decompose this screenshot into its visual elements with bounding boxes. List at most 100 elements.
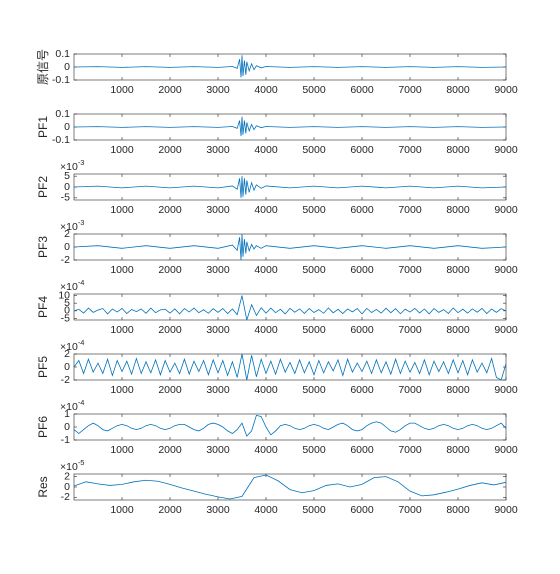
signal-line bbox=[73, 474, 507, 500]
x-tick-label: 9000 bbox=[494, 84, 518, 96]
y-tick-label: -0.1 bbox=[52, 134, 70, 146]
exponent-power: -4 bbox=[78, 398, 85, 407]
exponent-power: -3 bbox=[78, 158, 85, 167]
y-axis-label: PF3 bbox=[36, 236, 50, 258]
subplot: 1000 2000 3000 4000 5000 6000 7000 8000 9000 -202… bbox=[36, 218, 518, 276]
subplot: 1000 2000 3000 4000 5000 6000 7000 8000 9000 -202… bbox=[36, 338, 518, 396]
y-tick-label: -2 bbox=[61, 491, 70, 503]
x-tick-label: 5000 bbox=[302, 204, 326, 216]
y-tick-label: 10 bbox=[58, 289, 70, 301]
x-tick-label: 1000 bbox=[110, 84, 134, 96]
y-exponent-label: ×10-4 bbox=[60, 278, 84, 293]
y-exponent-label: ×10-3 bbox=[60, 158, 84, 173]
x-tick-label: 7000 bbox=[398, 444, 422, 456]
y-tick-label: -2 bbox=[61, 374, 70, 386]
x-tick-label: 7000 bbox=[398, 384, 422, 396]
y-tick-label: -0.1 bbox=[52, 74, 70, 86]
x-tick-label: 7000 bbox=[398, 204, 422, 216]
x-tick-label: 8000 bbox=[446, 384, 470, 396]
y-axis-label: PF6 bbox=[36, 416, 50, 438]
y-tick-label: -2 bbox=[61, 254, 70, 266]
signal-line bbox=[73, 295, 507, 321]
y-tick-label: 5 bbox=[64, 170, 70, 182]
x-tick-label: 6000 bbox=[350, 204, 374, 216]
x-tick-label: 1000 bbox=[110, 264, 134, 276]
x-tick-label: 7000 bbox=[398, 84, 422, 96]
subplot: 1000 2000 3000 4000 5000 6000 7000 8000 9000 -0.1… bbox=[36, 108, 518, 156]
x-tick-label: 9000 bbox=[494, 264, 518, 276]
y-axis-label: PF1 bbox=[36, 116, 50, 138]
y-tick-label: 0.1 bbox=[55, 48, 70, 60]
x-tick-label: 8000 bbox=[446, 84, 470, 96]
y-axis-label: PF4 bbox=[36, 296, 50, 318]
exponent-base: ×10 bbox=[60, 221, 78, 233]
x-tick-label: 9000 bbox=[494, 144, 518, 156]
x-tick-label: 8000 bbox=[446, 204, 470, 216]
y-tick-label: 0 bbox=[64, 181, 70, 193]
x-tick-label: 6000 bbox=[350, 324, 374, 336]
x-tick-label: 2000 bbox=[158, 384, 182, 396]
x-tick-label: 2000 bbox=[158, 504, 182, 516]
x-tick-label: 2000 bbox=[158, 84, 182, 96]
signal-line bbox=[73, 353, 507, 381]
x-tick-label: 6000 bbox=[350, 504, 374, 516]
y-tick-label: 0 bbox=[64, 241, 70, 253]
subplot: 1000 2000 3000 4000 5000 6000 7000 8000 9000 -505… bbox=[36, 278, 518, 336]
x-tick-label: 2000 bbox=[158, 444, 182, 456]
x-tick-label: 3000 bbox=[206, 84, 230, 96]
x-tick-label: 2000 bbox=[158, 324, 182, 336]
x-tick-label: 4000 bbox=[254, 204, 278, 216]
signal-line bbox=[73, 414, 507, 437]
y-tick-label: 0 bbox=[64, 481, 70, 493]
y-tick-label: -5 bbox=[61, 312, 70, 324]
exponent-base: ×10 bbox=[60, 161, 78, 173]
x-tick-label: 7000 bbox=[398, 324, 422, 336]
y-tick-label: 2 bbox=[64, 348, 70, 360]
x-tick-label: 6000 bbox=[350, 84, 374, 96]
x-tick-label: 9000 bbox=[494, 324, 518, 336]
y-tick-label: 0 bbox=[64, 421, 70, 433]
y-tick-label: -1 bbox=[61, 434, 70, 446]
exponent-base: ×10 bbox=[60, 341, 78, 353]
axes-box bbox=[73, 413, 507, 441]
x-tick-label: 4000 bbox=[254, 264, 278, 276]
x-tick-label: 2000 bbox=[158, 264, 182, 276]
x-tick-label: 9000 bbox=[494, 504, 518, 516]
x-tick-label: 3000 bbox=[206, 144, 230, 156]
x-tick-label: 5000 bbox=[302, 84, 326, 96]
axes-box bbox=[73, 173, 507, 201]
axes-box bbox=[73, 293, 507, 321]
y-tick-label: 2 bbox=[64, 228, 70, 240]
x-tick-label: 9000 bbox=[494, 384, 518, 396]
exponent-base: ×10 bbox=[60, 461, 78, 473]
x-tick-label: 7000 bbox=[398, 264, 422, 276]
y-tick-label: 5 bbox=[64, 297, 70, 309]
subplot: 1000 2000 3000 4000 5000 6000 7000 8000 9000 -202… bbox=[36, 458, 518, 516]
x-tick-label: 5000 bbox=[302, 504, 326, 516]
axes-box bbox=[73, 233, 507, 261]
exponent-power: -4 bbox=[78, 338, 85, 347]
x-tick-label: 1000 bbox=[110, 444, 134, 456]
y-axis-label: Res bbox=[36, 476, 50, 497]
x-tick-label: 1000 bbox=[110, 144, 134, 156]
x-tick-label: 1000 bbox=[110, 204, 134, 216]
x-tick-label: 8000 bbox=[446, 264, 470, 276]
y-tick-label: 0 bbox=[64, 361, 70, 373]
y-exponent-label: ×10-4 bbox=[60, 338, 84, 353]
exponent-power: -3 bbox=[78, 218, 85, 227]
x-tick-label: 8000 bbox=[446, 324, 470, 336]
y-exponent-label: ×10-5 bbox=[60, 458, 84, 473]
axes-box bbox=[73, 353, 507, 381]
subplot: 1000 2000 3000 4000 5000 6000 7000 8000 9000 -505… bbox=[36, 158, 518, 216]
signal-line bbox=[73, 116, 507, 137]
x-tick-label: 2000 bbox=[158, 144, 182, 156]
x-tick-label: 3000 bbox=[206, 324, 230, 336]
x-tick-label: 4000 bbox=[254, 84, 278, 96]
y-axis-label: PF5 bbox=[36, 356, 50, 378]
axes-box bbox=[73, 473, 507, 501]
x-tick-label: 6000 bbox=[350, 144, 374, 156]
x-tick-label: 3000 bbox=[206, 504, 230, 516]
signal-line bbox=[73, 176, 507, 198]
x-tick-label: 1000 bbox=[110, 504, 134, 516]
